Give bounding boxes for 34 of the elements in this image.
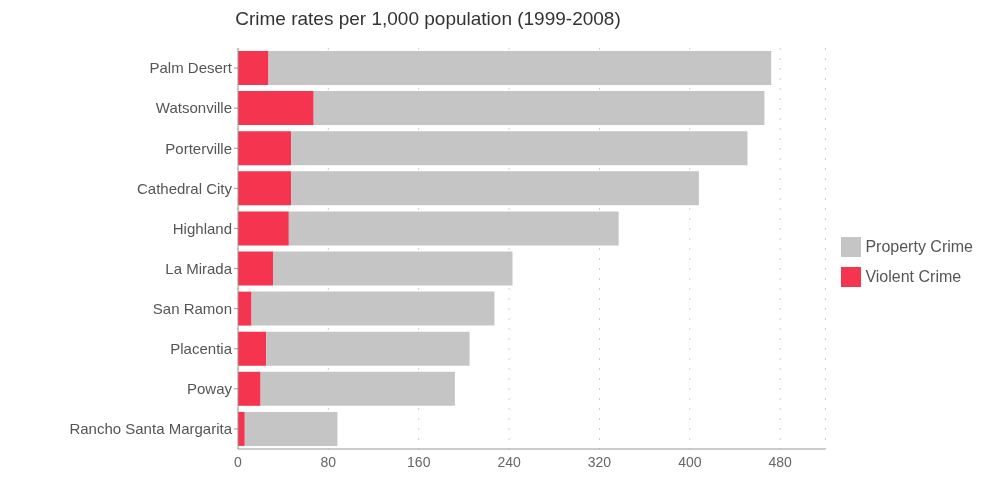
bar <box>251 291 495 326</box>
x-tick-label: 80 <box>320 453 337 470</box>
y-tick-label: Poway <box>186 380 233 398</box>
y-tick-label: Palm Desert <box>149 59 233 77</box>
y-tick-label: Cathedral City <box>136 179 233 197</box>
y-tick-label: Porterville <box>165 139 232 157</box>
bar <box>273 251 513 286</box>
legend-label: Violent Crime <box>865 267 962 285</box>
y-tick-label: Rancho Santa Margarita <box>69 420 233 438</box>
bar <box>238 131 292 166</box>
x-tick-label: 0 <box>234 453 243 470</box>
y-tick-label: San Ramon <box>152 299 232 317</box>
y-tick-label: Highland <box>172 219 232 237</box>
y-tick-label: Watsonville <box>155 99 232 117</box>
x-tick-label: 240 <box>497 453 522 470</box>
bar <box>238 91 314 126</box>
bar <box>238 211 289 246</box>
bar <box>238 371 261 406</box>
bar <box>238 331 267 366</box>
bar <box>244 411 338 446</box>
bar <box>238 171 292 206</box>
x-tick-label: 320 <box>587 453 612 470</box>
legend-label: Property Crime <box>865 237 973 255</box>
bar <box>238 251 274 286</box>
bar <box>260 371 455 406</box>
bar <box>266 331 470 366</box>
y-tick-label: Placentia <box>170 340 233 358</box>
x-tick-label: 480 <box>768 453 793 470</box>
bar <box>238 291 252 326</box>
y-tick-label: La Mirada <box>165 259 233 277</box>
bar <box>238 51 269 85</box>
x-tick-label: 400 <box>678 453 702 470</box>
chart-title: Crime rates per 1,000 population (1999-2008) <box>234 8 622 31</box>
x-tick-label: 160 <box>407 453 431 470</box>
